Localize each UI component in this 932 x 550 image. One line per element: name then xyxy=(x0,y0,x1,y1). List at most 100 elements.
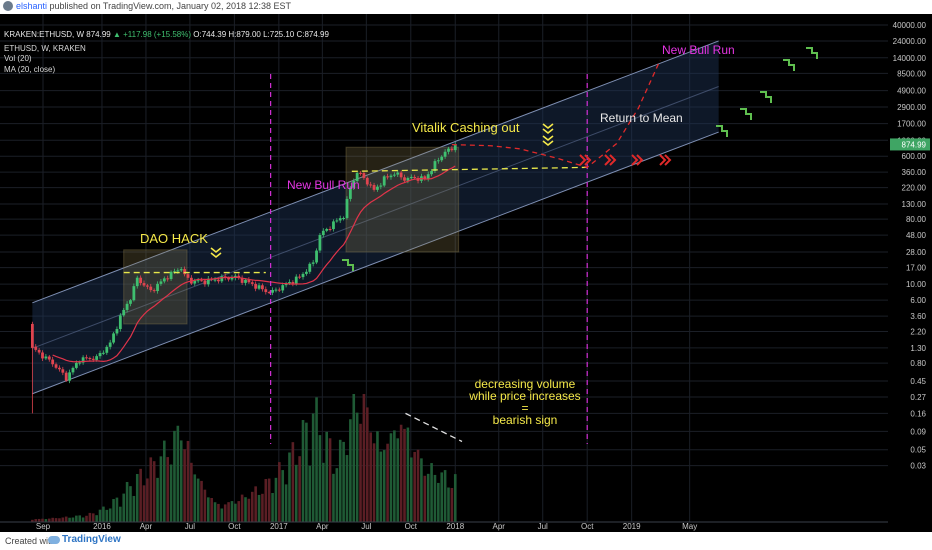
volume-bar xyxy=(274,477,278,522)
volume-bar xyxy=(105,509,109,522)
volume-bar xyxy=(186,440,190,522)
candle-body xyxy=(145,285,149,287)
candle-body xyxy=(125,303,129,310)
candle-body xyxy=(118,315,122,330)
volume-bar xyxy=(244,497,247,522)
volume-bar xyxy=(261,493,264,522)
price-tick-label: 1700.00 xyxy=(897,120,926,129)
symbol-label[interactable]: KRAKEN:ETHUSD, W xyxy=(4,30,85,39)
candle-body xyxy=(261,285,264,290)
volume-bar xyxy=(190,462,193,522)
price-axis-bg xyxy=(888,14,932,522)
time-tick-label: 2018 xyxy=(446,522,464,531)
volume-note-line: decreasing volume xyxy=(475,377,576,391)
chevron-right-icon xyxy=(636,154,644,166)
candle-body xyxy=(382,176,386,186)
channel-upper xyxy=(32,40,719,304)
price-tick-label: 80.00 xyxy=(906,215,927,224)
volume-bar xyxy=(328,438,332,522)
volume-bar xyxy=(322,462,325,522)
price-tick-label: 0.16 xyxy=(910,409,926,418)
time-tick-label: 2016 xyxy=(93,522,111,531)
candle-body xyxy=(409,176,413,179)
volume-note-line: bearish sign xyxy=(493,413,558,427)
volume-bar xyxy=(119,506,122,522)
time-tick-label: Oct xyxy=(405,522,418,531)
ma-indicator-label[interactable]: MA (20, close) xyxy=(4,64,56,74)
volume-bar xyxy=(288,452,291,522)
volume-bar xyxy=(213,502,217,522)
volume-bar xyxy=(237,501,241,522)
candle-body xyxy=(426,174,430,179)
bull-run-label-1: New Bull Run xyxy=(287,178,360,192)
price-tick-label: 360.00 xyxy=(902,168,927,177)
candle-body xyxy=(129,300,132,304)
volume-bar xyxy=(308,465,312,522)
volume-bar xyxy=(200,480,203,522)
volume-bar xyxy=(393,430,396,522)
last-price-label: 874.99 xyxy=(902,140,927,149)
candle-body xyxy=(122,309,126,316)
candle-body xyxy=(95,356,99,360)
volume-bar xyxy=(31,519,34,522)
volume-bar xyxy=(223,504,227,522)
chevron-right-icon xyxy=(664,154,672,166)
candle-body xyxy=(301,273,305,278)
candle-body xyxy=(399,172,403,178)
volume-bar xyxy=(230,501,234,522)
channel-lower xyxy=(32,131,719,395)
volume-indicator-label[interactable]: Vol (20) xyxy=(4,54,32,63)
volume-bar xyxy=(413,451,416,522)
volume-bar xyxy=(318,435,322,522)
candle-body xyxy=(264,289,268,293)
tradingview-brand[interactable]: TradingView xyxy=(62,534,121,545)
price-tick-label: 0.03 xyxy=(910,462,926,471)
volume-bar xyxy=(447,487,450,522)
candle-body xyxy=(430,171,433,175)
candle-body xyxy=(58,367,61,370)
candle-body xyxy=(200,280,203,282)
candle-body xyxy=(362,173,366,178)
projection-path xyxy=(451,59,661,169)
volume-bar xyxy=(345,455,349,522)
volume-bar xyxy=(88,512,92,522)
candle-body xyxy=(132,286,136,301)
candle-body xyxy=(230,277,234,280)
volume-bar xyxy=(379,451,383,522)
price-tick-label: 17.00 xyxy=(906,264,927,273)
author-link[interactable]: elshanti xyxy=(16,1,48,11)
low-value: L:725.10 xyxy=(263,30,295,39)
price-change: +117.98 (+15.58%) xyxy=(123,30,192,39)
volume-bar xyxy=(420,458,423,522)
volume-bar xyxy=(196,478,200,522)
chevron-up-right-icon xyxy=(788,64,795,71)
volume-bars xyxy=(31,394,457,522)
chevron-up-right-icon xyxy=(745,113,752,120)
time-tick-label: Jul xyxy=(185,522,195,531)
chevron-down-icon xyxy=(542,128,554,135)
volume-bar xyxy=(54,518,58,522)
price-tick-label: 10.00 xyxy=(906,280,927,289)
candle-body xyxy=(91,358,95,360)
time-tick-label: 2017 xyxy=(270,522,288,531)
candle-body xyxy=(169,271,173,280)
candle-body xyxy=(328,229,332,231)
volume-bar xyxy=(403,428,406,522)
chart-area[interactable]: DAO HACK Vitalik Cashing out New Bull Run N… xyxy=(0,14,932,532)
price-chart[interactable]: DAO HACK Vitalik Cashing out New Bull Run N… xyxy=(0,14,932,532)
chevron-up-right-icon xyxy=(347,264,354,271)
candle-body xyxy=(237,275,241,278)
time-tick-label: Apr xyxy=(140,522,153,531)
chevron-up-right-icon xyxy=(811,52,818,59)
chart-title: ETHUSD, W, KRAKEN xyxy=(4,43,86,53)
candle-body xyxy=(359,172,362,174)
candle-body xyxy=(51,359,55,365)
candle-body xyxy=(173,271,176,273)
volume-bar xyxy=(294,464,298,522)
time-tick-label: Oct xyxy=(581,522,594,531)
volume-bar xyxy=(149,457,153,522)
candle-body xyxy=(355,172,359,181)
candle-body xyxy=(413,176,417,179)
volume-bar xyxy=(396,438,400,522)
volume-bar xyxy=(433,474,437,522)
